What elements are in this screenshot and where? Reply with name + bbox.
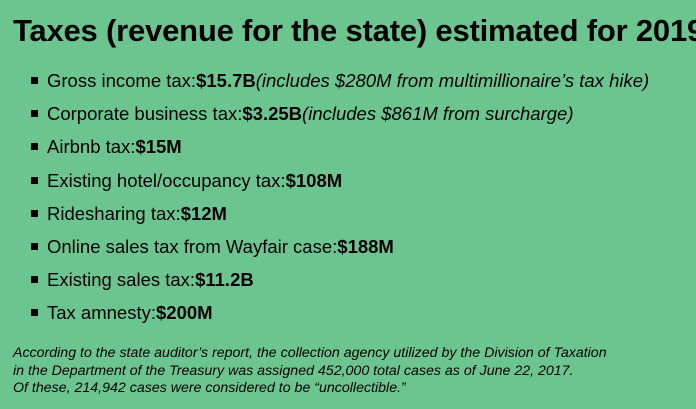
- item-amount: $15.7B: [196, 70, 256, 91]
- list-item: Ridesharing tax: $12M: [31, 197, 649, 230]
- item-label: Gross income tax:: [47, 70, 197, 91]
- bullet-icon: [31, 143, 38, 151]
- item-amount: $11.2B: [195, 269, 254, 291]
- footnote: According to the state auditor’s report,…: [13, 345, 689, 398]
- tax-list: Gross income tax: $15.7B (includes $280M…: [31, 64, 649, 330]
- item-label: Airbnb tax:: [47, 136, 136, 158]
- page-title: Taxes (revenue for the state) estimated …: [13, 13, 696, 48]
- bullet-icon: [31, 309, 38, 317]
- list-item: Gross income tax: $15.7B (includes $280M…: [31, 64, 649, 97]
- list-item: Tax amnesty: $200M: [31, 296, 649, 329]
- list-item: Online sales tax from Wayfair case: $188…: [31, 230, 649, 263]
- item-amount: $3.25B: [242, 103, 303, 125]
- item-note: (includes $861M from surcharge): [302, 103, 574, 125]
- footnote-line: Of these, 214,942 cases were considered …: [13, 380, 406, 396]
- footnote-line: in the Department of the Treasury was as…: [13, 362, 574, 379]
- item-label: Corporate business tax:: [47, 103, 243, 125]
- item-amount: $200M: [156, 302, 213, 324]
- bullet-icon: [31, 77, 38, 85]
- bullet-icon: [31, 243, 38, 251]
- list-item: Corporate business tax: $3.25B (includes…: [31, 97, 649, 130]
- item-label: Ridesharing tax:: [47, 202, 181, 224]
- item-amount: $15M: [135, 136, 182, 158]
- list-item: Existing sales tax: $11.2B: [31, 263, 649, 296]
- item-amount: $108M: [285, 169, 343, 191]
- bullet-icon: [31, 176, 38, 184]
- bullet-icon: [31, 276, 38, 284]
- bullet-icon: [31, 209, 38, 217]
- footnote-line: According to the state auditor’s report,…: [13, 345, 607, 361]
- item-amount: $12M: [180, 202, 227, 224]
- list-item: Existing hotel/occupancy tax: $108M: [31, 164, 649, 197]
- item-label: Existing sales tax:: [47, 269, 196, 291]
- item-label: Online sales tax from Wayfair case:: [47, 235, 338, 257]
- bullet-icon: [31, 110, 38, 118]
- item-label: Existing hotel/occupancy tax:: [47, 169, 286, 191]
- item-label: Tax amnesty:: [47, 302, 156, 324]
- list-item: Airbnb tax: $15M: [31, 130, 649, 163]
- item-amount: $188M: [337, 235, 394, 257]
- item-note: (includes $280M from multimillionaire’s …: [255, 70, 650, 91]
